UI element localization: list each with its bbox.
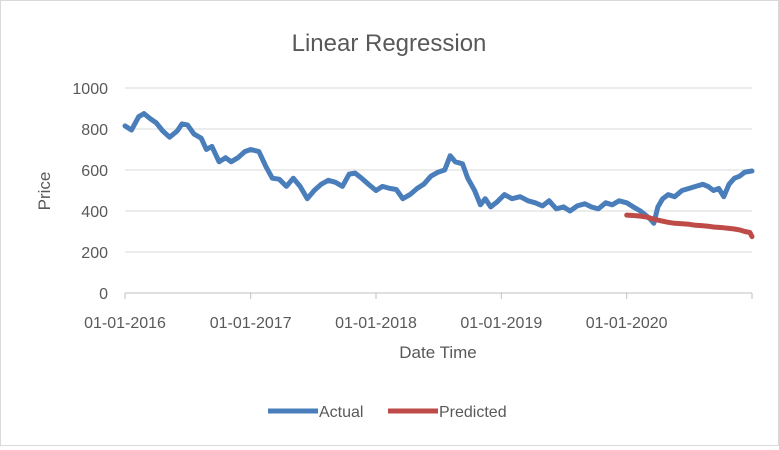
legend-label-predicted: Predicted bbox=[439, 404, 507, 421]
legend: Actual Predicted bbox=[268, 404, 507, 421]
y-tick-labels: 0 200 400 600 800 1000 bbox=[72, 81, 108, 303]
x-tick-marks bbox=[124, 293, 753, 299]
y-tick-label: 600 bbox=[81, 163, 108, 180]
x-tick-label: 01-01-2017 bbox=[210, 315, 292, 332]
x-tick-label: 01-01-2020 bbox=[586, 315, 668, 332]
x-axis-label: Date Time bbox=[399, 343, 476, 362]
series-lines bbox=[122, 111, 755, 240]
y-tick-label: 400 bbox=[81, 204, 108, 221]
y-axis-label: Price bbox=[35, 172, 54, 211]
legend-label-actual: Actual bbox=[319, 404, 363, 421]
series-line-predicted bbox=[624, 212, 755, 240]
y-tick-label: 0 bbox=[99, 286, 108, 303]
x-tick-labels: 01-01-2016 01-01-2017 01-01-2018 01-01-2019… bbox=[84, 315, 668, 332]
chart-title: Linear Regression bbox=[292, 30, 487, 57]
x-tick-label: 01-01-2019 bbox=[460, 315, 542, 332]
y-tick-label: 1000 bbox=[72, 81, 108, 98]
x-tick-label: 01-01-2016 bbox=[84, 315, 166, 332]
y-tick-label: 800 bbox=[81, 122, 108, 139]
series-line-actual bbox=[122, 111, 755, 226]
x-tick-label: 01-01-2018 bbox=[335, 315, 417, 332]
y-tick-label: 200 bbox=[81, 245, 108, 262]
